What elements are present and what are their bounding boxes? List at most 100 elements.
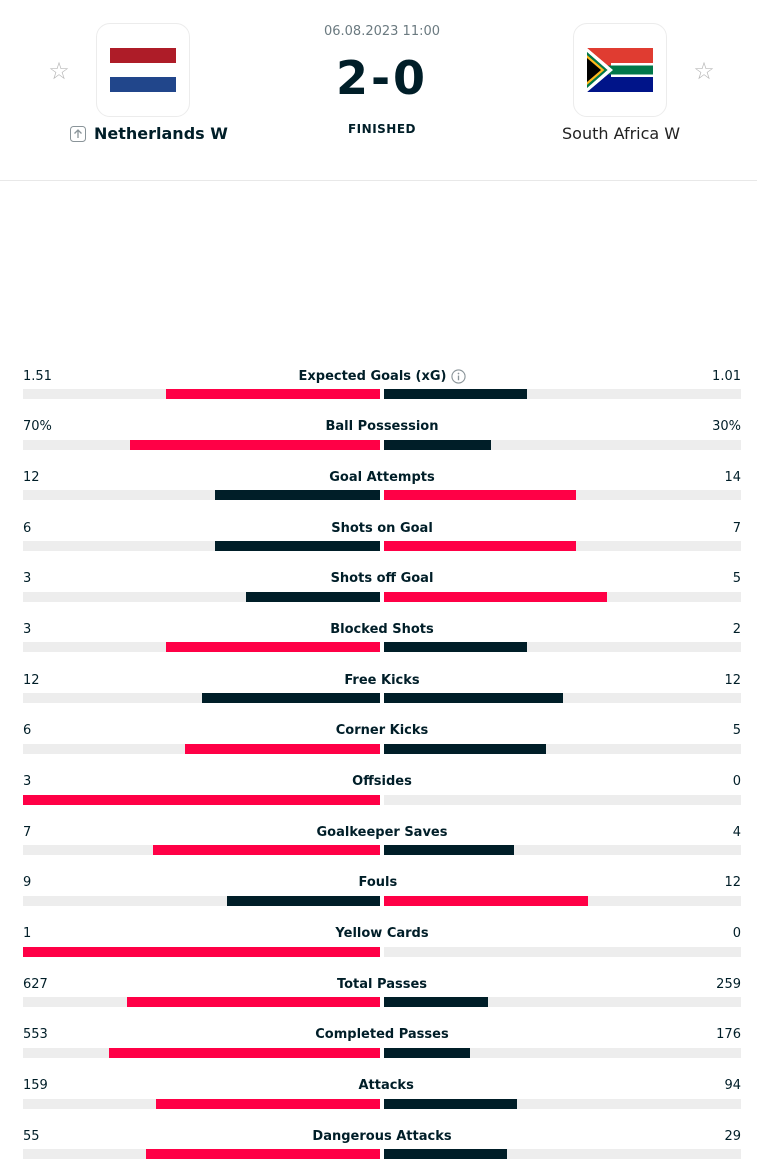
- stat-name-label: Corner Kicks: [335, 723, 429, 739]
- stat-bar-home-track: [23, 490, 380, 501]
- stat-name-label: Dangerous Attacks: [312, 1128, 452, 1144]
- stat-name-label: Shots off Goal: [330, 571, 434, 587]
- stat-home-value: 7: [23, 824, 32, 840]
- stat-bars: [23, 490, 741, 501]
- stat-away-value: 7: [732, 520, 741, 536]
- stat-bar-away-fill: [384, 439, 492, 450]
- stat-bar-home-fill: [155, 1098, 380, 1109]
- stat-bar-away-fill: [384, 845, 514, 856]
- stat-away-value: 1.01: [712, 368, 741, 384]
- stat-row: 7 Goalkeeper Saves 4: [23, 823, 741, 874]
- stat-name-label: Blocked Shots: [330, 621, 434, 637]
- stat-bar-away-fill: [384, 895, 588, 906]
- stat-labels: 12 Goal Attempts 14: [23, 468, 741, 486]
- stat-labels: 1 Yellow Cards 0: [23, 925, 741, 943]
- stat-bars: [23, 389, 741, 399]
- stat-name-label: Offsides: [352, 774, 412, 789]
- info-icon[interactable]: [450, 368, 466, 384]
- stat-row: 9 Fouls 12: [23, 874, 741, 925]
- stat-name-label: Goalkeeper Saves: [316, 824, 448, 840]
- stat-name: Goalkeeper Saves: [317, 825, 448, 840]
- stat-name: Attacks: [358, 1078, 413, 1093]
- stat-home-value: 12: [23, 469, 40, 485]
- stat-bar-home-track: [23, 541, 380, 552]
- stat-bar-away-fill: [384, 490, 577, 501]
- stat-bar-home-fill: [130, 439, 380, 450]
- stat-bar-away-fill: [384, 997, 489, 1008]
- stat-labels: 6 Shots on Goal 7: [23, 519, 741, 537]
- stat-row: 553 Completed Passes 176: [23, 1026, 741, 1077]
- stat-bar-home-track: [23, 743, 380, 754]
- stat-name: Fouls: [359, 875, 398, 890]
- stat-away-value: 14: [724, 469, 741, 485]
- favorite-star-icon-away[interactable]: ☆: [693, 57, 715, 85]
- away-team-name[interactable]: South Africa W: [562, 124, 681, 143]
- stat-row: 627 Total Passes 259: [23, 975, 741, 1026]
- stat-bars: [23, 895, 741, 906]
- stat-labels: 12 Free Kicks 12: [23, 671, 741, 689]
- stat-bar-away-fill: [384, 541, 577, 552]
- stat-bars: [23, 794, 741, 805]
- stat-home-value: 553: [23, 1027, 48, 1043]
- stat-row: 1.51 Expected Goals (xG) 1.01: [23, 367, 741, 418]
- stat-labels: 627 Total Passes 259: [23, 975, 741, 993]
- stat-bar-home-track: [23, 997, 380, 1008]
- stat-bar-away-track: [384, 591, 741, 602]
- stat-home-value: 3: [23, 774, 32, 789]
- stat-bar-home-fill: [23, 794, 380, 805]
- stat-name: Shots off Goal: [331, 571, 434, 586]
- south-africa-flag-icon: [587, 48, 653, 92]
- stat-bar-home-track: [23, 946, 380, 957]
- stat-name-label: Expected Goals (xG): [298, 368, 447, 384]
- match-header: ☆ Netherlands W 06.08.2023 11:00 2-0 FIN…: [0, 0, 757, 181]
- stat-bars: [23, 946, 741, 957]
- stat-away-value: 2: [732, 621, 741, 637]
- stat-bar-away-fill: [384, 642, 527, 653]
- stat-name: Corner Kicks: [336, 723, 429, 738]
- stat-name-label: Yellow Cards: [335, 926, 429, 942]
- stat-labels: 159 Attacks 94: [23, 1077, 741, 1095]
- stat-home-value: 6: [23, 723, 32, 739]
- stat-away-value: 0: [732, 774, 741, 789]
- stat-away-value: 4: [732, 824, 741, 840]
- stat-bar-home-fill: [146, 1149, 380, 1160]
- home-team-label: Netherlands W: [94, 124, 228, 143]
- stat-labels: 3 Blocked Shots 2: [23, 620, 741, 638]
- stat-name: Expected Goals (xG): [299, 369, 466, 384]
- stat-bar-home-fill: [185, 743, 380, 754]
- stat-labels: 3 Shots off Goal 5: [23, 570, 741, 588]
- stat-bar-away-fill: [384, 1149, 508, 1160]
- stat-bar-away-fill: [384, 743, 547, 754]
- stat-bar-home-track: [23, 1098, 380, 1109]
- stat-name: Blocked Shots: [330, 622, 433, 637]
- stat-home-value: 12: [23, 672, 40, 688]
- stat-row: 12 Goal Attempts 14: [23, 468, 741, 519]
- stat-bar-away-track: [384, 845, 741, 856]
- netherlands-flag-icon: [110, 48, 176, 92]
- stat-bar-home-track: [23, 845, 380, 856]
- stat-away-value: 5: [732, 723, 741, 739]
- statistics-list: 1.51 Expected Goals (xG) 1.01 70% Ball Posse…: [23, 367, 741, 1168]
- stat-row: 6 Shots on Goal 7: [23, 519, 741, 570]
- stat-row: 3 Blocked Shots 2: [23, 620, 741, 671]
- stat-name: Offsides: [352, 774, 412, 789]
- stat-bar-away-track: [384, 642, 741, 653]
- stat-labels: 1.51 Expected Goals (xG) 1.01: [23, 367, 741, 385]
- stat-bars: [23, 591, 741, 602]
- away-team-logo[interactable]: [573, 23, 667, 117]
- stat-labels: 55 Dangerous Attacks 29: [23, 1127, 741, 1145]
- stat-labels: 6 Corner Kicks 5: [23, 722, 741, 740]
- stat-bar-away-track: [384, 997, 741, 1008]
- home-team-name[interactable]: Netherlands W: [70, 124, 228, 143]
- stat-bar-away-track: [384, 895, 741, 906]
- match-datetime: 06.08.2023 11:00: [323, 24, 441, 39]
- home-team-logo[interactable]: [96, 23, 190, 117]
- favorite-star-icon-home[interactable]: ☆: [48, 57, 70, 85]
- stat-name-label: Completed Passes: [315, 1027, 449, 1043]
- stat-bar-home-track: [23, 1047, 380, 1058]
- stat-row: 3 Offsides 0: [23, 773, 741, 824]
- stat-home-value: 1.51: [23, 368, 52, 384]
- stat-bars: [23, 1098, 741, 1109]
- stat-away-value: 259: [716, 976, 741, 992]
- advance-arrow-icon: [70, 125, 86, 142]
